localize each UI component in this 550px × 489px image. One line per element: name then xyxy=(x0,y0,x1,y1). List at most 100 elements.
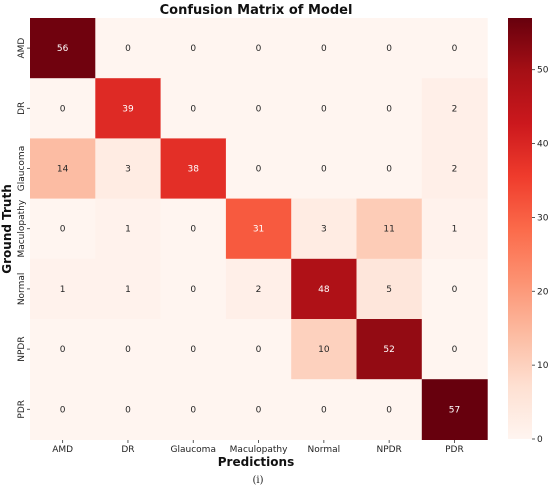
heatmap-cell xyxy=(95,198,162,260)
cell-value-label: 31 xyxy=(253,225,264,235)
heatmap-cell xyxy=(30,379,96,440)
y-tick-label: DR xyxy=(17,102,27,115)
heatmap-cell xyxy=(95,379,162,440)
cell-value-label: 0 xyxy=(452,345,458,355)
y-axis-label: Ground Truth xyxy=(0,184,14,273)
cell-value-label: 0 xyxy=(321,165,327,175)
colorbar-tick-label: 20 xyxy=(537,287,549,297)
heatmap-cell xyxy=(356,138,423,200)
x-tick-label: Normal xyxy=(308,445,341,455)
cell-value-label: 0 xyxy=(256,165,262,175)
cell-value-label: 0 xyxy=(60,345,66,355)
heatmap-cell xyxy=(291,319,358,380)
cell-value-label: 0 xyxy=(386,405,392,415)
heatmap-cell xyxy=(30,78,96,139)
colorbar xyxy=(508,18,532,439)
cell-value-label: 0 xyxy=(386,165,392,175)
colorbar-tick-label: 30 xyxy=(537,213,549,223)
colorbar-tick-label: 0 xyxy=(537,435,543,445)
cell-value-label: 0 xyxy=(256,405,262,415)
heatmap-cell xyxy=(30,198,96,260)
x-tick-label: Glaucoma xyxy=(171,445,216,455)
colorbar-tick-label: 50 xyxy=(537,66,549,76)
heatmap-cell xyxy=(225,198,292,260)
heatmap-cell xyxy=(291,379,358,440)
heatmap-cell xyxy=(291,138,358,200)
cell-value-label: 3 xyxy=(321,225,327,235)
cell-value-label: 52 xyxy=(383,345,394,355)
x-tick-label: NPDR xyxy=(376,445,401,455)
heatmap-cell xyxy=(225,138,292,200)
cell-value-label: 0 xyxy=(60,104,66,114)
heatmap-cell xyxy=(160,78,227,139)
cell-value-label: 0 xyxy=(386,44,392,54)
heatmap-cell xyxy=(291,258,358,320)
cell-value-label: 38 xyxy=(188,165,200,175)
cell-value-label: 0 xyxy=(386,104,392,114)
heatmap-cell xyxy=(95,319,162,380)
cell-value-label: 1 xyxy=(125,285,131,295)
cell-value-label: 39 xyxy=(122,104,134,114)
cell-value-label: 0 xyxy=(452,44,458,54)
heatmap-cell xyxy=(160,138,227,200)
cell-value-label: 2 xyxy=(452,165,458,175)
heatmap-cell xyxy=(30,18,96,79)
heatmap-cell xyxy=(421,78,488,139)
heatmap-cell xyxy=(421,319,488,380)
y-tick-label: NPDR xyxy=(17,336,27,361)
cell-value-label: 0 xyxy=(125,345,131,355)
cell-value-label: 0 xyxy=(60,225,66,235)
cell-value-label: 3 xyxy=(125,165,131,175)
cell-value-label: 10 xyxy=(318,345,330,355)
heatmap-cell xyxy=(225,379,292,440)
heatmap-cell xyxy=(421,198,488,260)
heatmap-cell xyxy=(160,18,227,79)
heatmap-cell xyxy=(225,78,292,139)
x-tick-label: AMD xyxy=(52,445,73,455)
cell-value-label: 0 xyxy=(321,104,327,114)
cell-value-label: 0 xyxy=(190,225,196,235)
heatmap-cell xyxy=(95,18,162,79)
cell-value-label: 5 xyxy=(386,285,392,295)
cell-value-label: 0 xyxy=(190,345,196,355)
heatmap-cell xyxy=(291,78,358,139)
cell-value-label: 0 xyxy=(190,44,196,54)
heatmap-cell xyxy=(225,319,292,380)
heatmap-cell xyxy=(356,258,423,320)
heatmap-cell xyxy=(356,78,423,139)
heatmap-cell xyxy=(30,319,96,380)
cell-value-label: 0 xyxy=(60,405,66,415)
cell-value-label: 0 xyxy=(256,345,262,355)
colorbar-tick-label: 10 xyxy=(537,361,549,371)
cell-value-label: 48 xyxy=(318,285,330,295)
cell-value-label: 1 xyxy=(60,285,66,295)
cell-value-label: 0 xyxy=(190,104,196,114)
cell-value-label: 1 xyxy=(452,225,458,235)
heatmap-cell xyxy=(225,18,292,79)
heatmap-cell xyxy=(225,258,292,320)
cell-value-label: 0 xyxy=(256,104,262,114)
y-tick-label: Glaucoma xyxy=(17,146,27,191)
heatmap-cell xyxy=(356,18,423,79)
heatmap-cell xyxy=(160,379,227,440)
cell-value-label: 0 xyxy=(190,285,196,295)
y-tick-label: AMD xyxy=(17,38,27,59)
y-tick-label: Normal xyxy=(17,273,27,306)
heatmap-cell-labels: 56 0 0 0 0 0 00 39 0 0 0 0 214 3 38 0 0 0 20 1 0 31 3 11 11 1 0 2 48… xyxy=(57,44,460,415)
cell-value-label: 2 xyxy=(452,104,458,114)
cell-value-label: 0 xyxy=(125,44,131,54)
heatmap-cell xyxy=(291,198,358,260)
cell-value-label: 0 xyxy=(321,405,327,415)
heatmap-cell xyxy=(30,258,96,320)
heatmap-cell xyxy=(356,319,423,380)
heatmap-cells xyxy=(30,18,488,440)
x-tick-label: PDR xyxy=(445,445,464,455)
x-axis-label: Predictions xyxy=(218,455,294,469)
heatmap-cell xyxy=(30,138,96,200)
cell-value-label: 11 xyxy=(383,225,394,235)
heatmap-cell xyxy=(95,258,162,320)
cell-value-label: 57 xyxy=(449,405,460,415)
y-tick-label: Maculopathy xyxy=(17,199,27,257)
colorbar-ticks: 0 10 20 30 40 50 xyxy=(532,66,549,445)
